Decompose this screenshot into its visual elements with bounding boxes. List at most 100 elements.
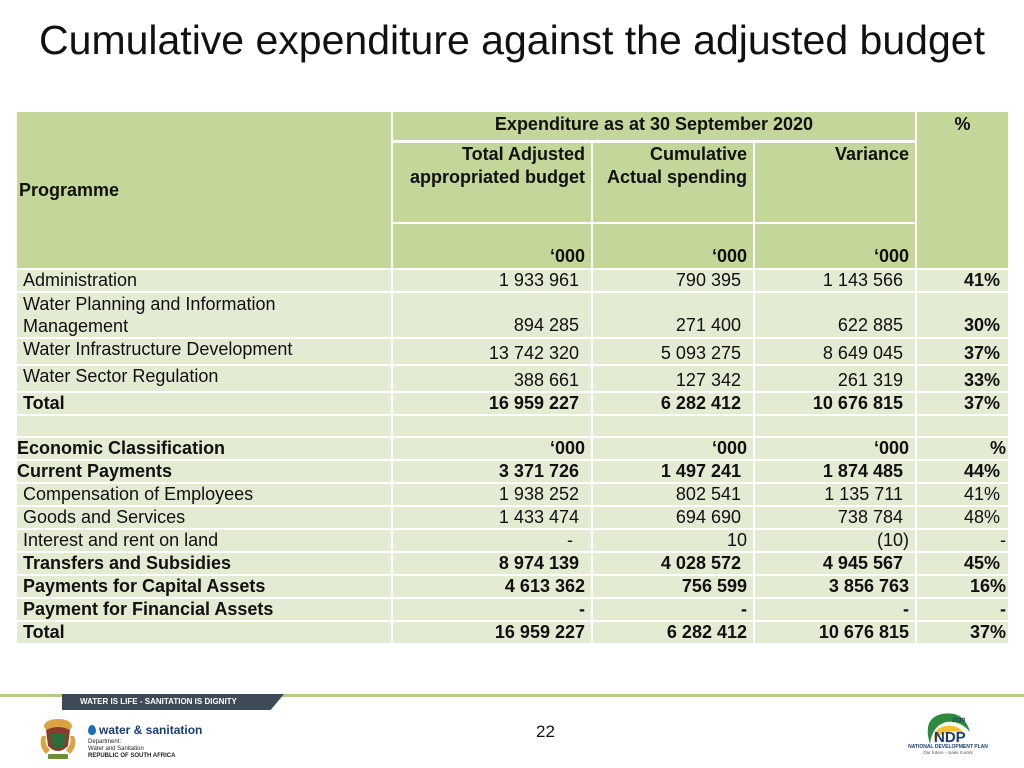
row-label: Goods and Services bbox=[15, 505, 393, 530]
percent-value: 44% bbox=[915, 459, 1010, 484]
ndp-caption: NATIONAL DEVELOPMENT PLAN Our future - m… bbox=[900, 744, 996, 756]
percent-unit-label: % bbox=[915, 436, 1010, 461]
budget-value: 3 371 726 bbox=[391, 459, 593, 484]
budget-unit-label: ‘000 bbox=[391, 436, 593, 461]
total-row: Total 16 959 227 6 282 412 10 676 815 37… bbox=[15, 391, 1010, 416]
budget-column-header: Total Adjusted appropriated budget bbox=[391, 140, 593, 224]
percent-value: 48% bbox=[915, 505, 1010, 530]
variance-value: 3 856 763 bbox=[753, 574, 917, 599]
actual-value: 5 093 275 bbox=[591, 337, 755, 366]
percent-value: 37% bbox=[915, 337, 1010, 366]
expenditure-table: Programme Expenditure as at 30 September… bbox=[15, 110, 1010, 645]
actual-value: 1 497 241 bbox=[591, 459, 755, 484]
actual-value: 694 690 bbox=[591, 505, 755, 530]
row-label: Interest and rent on land bbox=[15, 528, 393, 553]
budget-value: 894 285 bbox=[391, 291, 593, 339]
percent-value: 45% bbox=[915, 551, 1010, 576]
footer-divider bbox=[0, 694, 1024, 697]
row-label: Compensation of Employees bbox=[15, 482, 393, 507]
table-row: Payments for Capital Assets 4 613 362 75… bbox=[15, 574, 1010, 599]
page-title: Cumulative expenditure against the adjus… bbox=[39, 17, 985, 63]
row-label: Total bbox=[15, 620, 393, 645]
coat-of-arms-icon bbox=[40, 719, 76, 759]
economic-classification-header-row: Economic Classification ‘000 ‘000 ‘000 % bbox=[15, 436, 1010, 461]
department-logo-text: water & sanitation bbox=[99, 723, 203, 737]
actual-unit-label: ‘000 bbox=[591, 436, 755, 461]
variance-unit-label: ‘000 bbox=[753, 222, 917, 270]
total-row: Total 16 959 227 6 282 412 10 676 815 37… bbox=[15, 620, 1010, 645]
percent-column-header: % bbox=[915, 110, 1010, 270]
actual-value: 271 400 bbox=[591, 291, 755, 339]
row-label: Total bbox=[15, 391, 393, 416]
programme-column-header: Programme bbox=[15, 110, 393, 270]
row-label: Payment for Financial Assets bbox=[15, 597, 393, 622]
department-label: Department: bbox=[88, 739, 122, 745]
variance-value: (10) bbox=[753, 528, 917, 553]
actual-value: 756 599 bbox=[591, 574, 755, 599]
section-label: Economic Classification bbox=[15, 436, 393, 461]
percent-value: - bbox=[915, 528, 1010, 553]
actual-value: 790 395 bbox=[591, 268, 755, 293]
slogan-banner: WATER IS LIFE - SANITATION IS DIGNITY bbox=[62, 694, 284, 710]
percent-value: 41% bbox=[915, 482, 1010, 507]
table-row: Payment for Financial Assets - - - - bbox=[15, 597, 1010, 622]
budget-value: 388 661 bbox=[391, 364, 593, 393]
table-row: Current Payments 3 371 726 1 497 241 1 8… bbox=[15, 459, 1010, 484]
actual-column-header: Cumulative Actual spending bbox=[591, 140, 755, 224]
row-label: Water Planning and Information Managemen… bbox=[15, 291, 393, 339]
percent-value: 37% bbox=[915, 620, 1010, 645]
actual-value: 802 541 bbox=[591, 482, 755, 507]
row-label: Water Infrastructure Development bbox=[15, 337, 393, 366]
actual-value: - bbox=[591, 597, 755, 622]
table-row: Water Infrastructure Development 13 742 … bbox=[15, 337, 1010, 366]
actual-value: 10 bbox=[591, 528, 755, 553]
actual-value: 127 342 bbox=[591, 364, 755, 393]
variance-column-header: Variance bbox=[753, 140, 917, 224]
variance-value: 1 143 566 bbox=[753, 268, 917, 293]
table-row: Interest and rent on land - 10 (10) - bbox=[15, 528, 1010, 553]
country-name: REPUBLIC OF SOUTH AFRICA bbox=[88, 753, 176, 759]
ndp-name: NATIONAL DEVELOPMENT PLAN bbox=[908, 744, 988, 750]
table-row: Administration 1 933 961 790 395 1 143 5… bbox=[15, 268, 1010, 293]
water-drop-icon bbox=[88, 725, 96, 735]
table-row: Goods and Services 1 433 474 694 690 738… bbox=[15, 505, 1010, 530]
table-row: Transfers and Subsidies 8 974 139 4 028 … bbox=[15, 551, 1010, 576]
budget-value: 16 959 227 bbox=[391, 391, 593, 416]
budget-value: 1 933 961 bbox=[391, 268, 593, 293]
actual-value: 4 028 572 bbox=[591, 551, 755, 576]
budget-value: 16 959 227 bbox=[391, 620, 593, 645]
ndp-acronym: NDP bbox=[934, 729, 966, 746]
ndp-year: 2030 bbox=[952, 718, 966, 724]
variance-value: 8 649 045 bbox=[753, 337, 917, 366]
expenditure-heading: Expenditure as at 30 September 2020 bbox=[391, 110, 917, 143]
budget-value: 8 974 139 bbox=[391, 551, 593, 576]
row-label: Administration bbox=[15, 268, 393, 293]
row-label: Payments for Capital Assets bbox=[15, 574, 393, 599]
variance-value: 261 319 bbox=[753, 364, 917, 393]
ndp-tagline: Our future - make it work bbox=[923, 750, 973, 755]
variance-value: - bbox=[753, 597, 917, 622]
ndp-logo-icon: 2030 NDP bbox=[927, 713, 970, 746]
spacer-row bbox=[15, 414, 1010, 438]
variance-unit-label: ‘000 bbox=[753, 436, 917, 461]
percent-value: 33% bbox=[915, 364, 1010, 393]
percent-value: 16% bbox=[915, 574, 1010, 599]
percent-value: - bbox=[915, 597, 1010, 622]
budget-value: 4 613 362 bbox=[391, 574, 593, 599]
variance-value: 4 945 567 bbox=[753, 551, 917, 576]
variance-value: 622 885 bbox=[753, 291, 917, 339]
variance-value: 10 676 815 bbox=[753, 620, 917, 645]
department-logo: water & sanitation Department: Water and… bbox=[88, 724, 202, 760]
variance-value: 10 676 815 bbox=[753, 391, 917, 416]
actual-value: 6 282 412 bbox=[591, 391, 755, 416]
variance-value: 738 784 bbox=[753, 505, 917, 530]
table-row: Water Sector Regulation 388 661 127 342 … bbox=[15, 364, 1010, 393]
percent-value: 41% bbox=[915, 268, 1010, 293]
page-number: 22 bbox=[536, 722, 555, 741]
budget-value: 13 742 320 bbox=[391, 337, 593, 366]
table-row: Compensation of Employees 1 938 252 802 … bbox=[15, 482, 1010, 507]
percent-value: 30% bbox=[915, 291, 1010, 339]
budget-value: - bbox=[391, 597, 593, 622]
budget-value: 1 938 252 bbox=[391, 482, 593, 507]
percent-value: 37% bbox=[915, 391, 1010, 416]
